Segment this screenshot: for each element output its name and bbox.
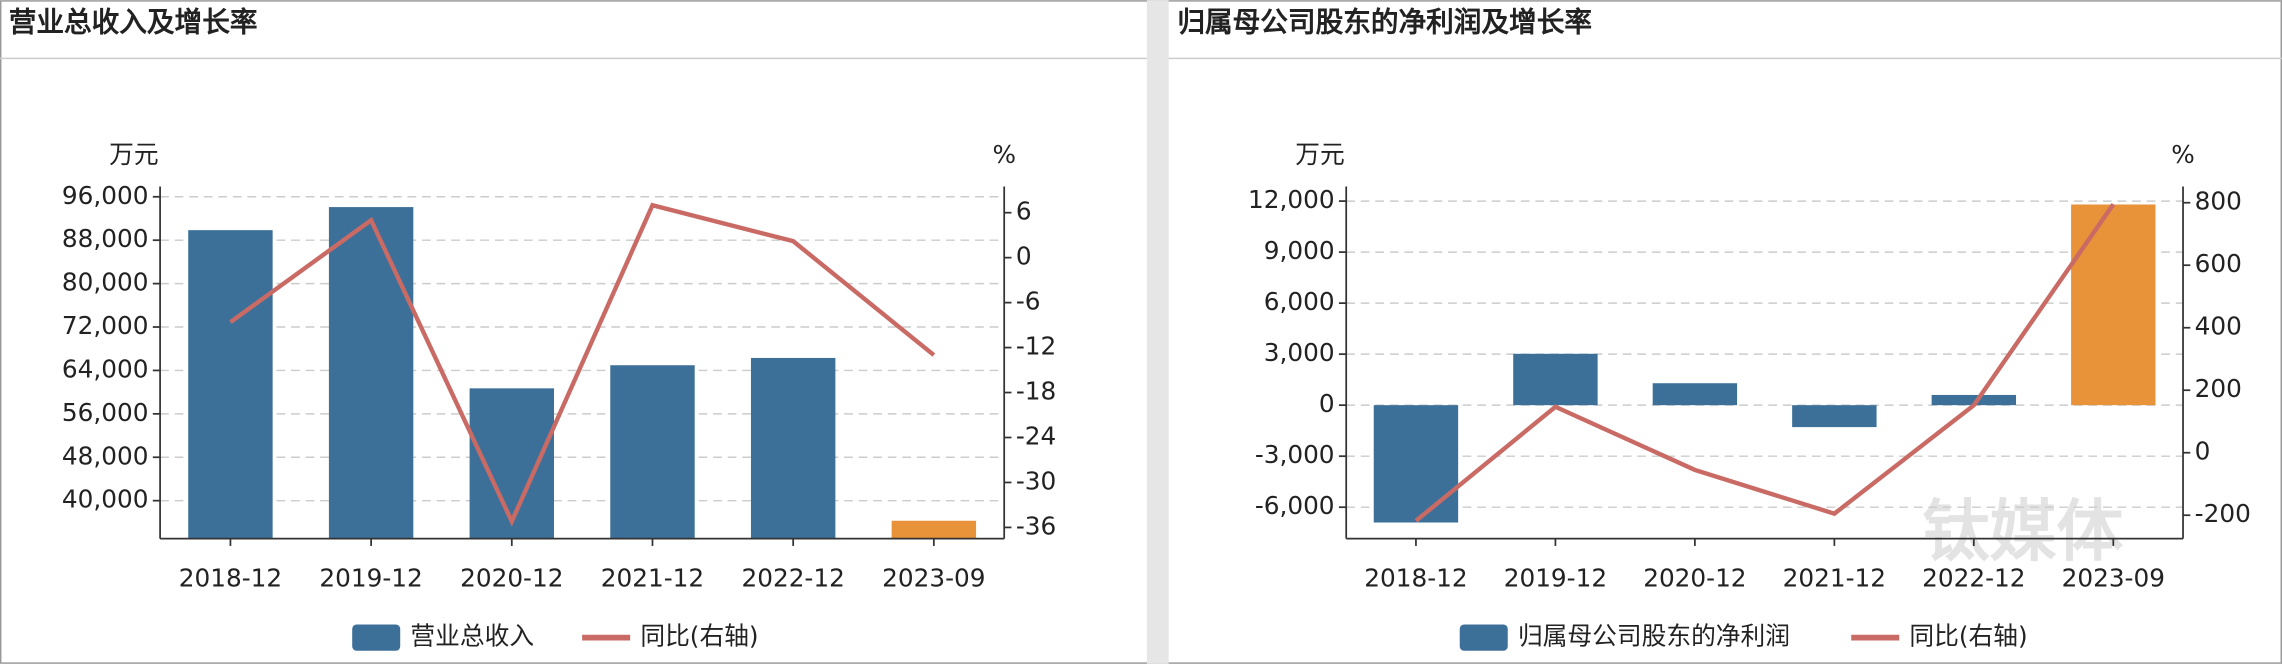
x-tick-label: 2018-12: [1364, 563, 1467, 592]
chart-title: 营业总收入及增长率: [9, 5, 258, 38]
y-tick-label: 56,000: [62, 398, 149, 427]
y-tick-label: 40,000: [62, 485, 149, 514]
x-tick-label: 2019-12: [1504, 563, 1607, 592]
y-tick-label: 6,000: [1264, 287, 1335, 316]
y-tick-label: 72,000: [62, 311, 149, 340]
y-tick-label: -3,000: [1255, 440, 1335, 469]
y-tick-label: 48,000: [62, 441, 149, 470]
x-tick-label: 2022-12: [741, 563, 844, 592]
y2-tick-label: -200: [2195, 499, 2251, 528]
bar: [1513, 353, 1598, 406]
y2-tick-label: -6: [1016, 287, 1041, 316]
legend-label: 同比(右轴): [1909, 622, 2027, 651]
y-tick-label: 3,000: [1264, 338, 1335, 367]
x-tick-label: 2020-12: [1643, 563, 1746, 592]
chart-title: 归属母公司股东的净利润及增长率: [1177, 5, 1592, 38]
legend-label: 归属母公司股东的净利润: [1518, 622, 1790, 651]
y2-tick-label: 0: [2195, 437, 2211, 466]
x-tick-label: 2022-12: [1922, 563, 2025, 592]
x-tick-label: 2021-12: [601, 563, 704, 592]
x-tick-label: 2020-12: [460, 563, 563, 592]
y2-tick-label: -24: [1016, 421, 1056, 450]
y2-unit: %: [992, 140, 1016, 169]
legend-swatch: [352, 624, 401, 651]
x-tick-label: 2018-12: [179, 563, 282, 592]
legend-swatch: [1459, 624, 1508, 651]
y-tick-label: 80,000: [62, 268, 149, 297]
bar: [1931, 394, 2017, 406]
x-tick-label: 2021-12: [1783, 563, 1886, 592]
bar: [750, 357, 836, 539]
legend-label: 同比(右轴): [640, 622, 758, 651]
y2-tick-label: 6: [1016, 197, 1032, 226]
line-series: [1414, 203, 2116, 523]
bar: [188, 230, 273, 539]
y2-tick-label: 800: [2195, 187, 2242, 216]
watermark: 钛媒体: [1923, 492, 2124, 570]
y2-tick-label: -12: [1016, 332, 1056, 361]
y2-tick-label: 400: [2195, 312, 2242, 341]
bar: [328, 207, 414, 539]
y-tick-label: 9,000: [1264, 236, 1335, 265]
line-series: [229, 202, 936, 527]
y2-tick-label: 600: [2195, 249, 2242, 278]
legend-label: 营业总收入: [410, 622, 534, 651]
x-tick-label: 2023-09: [2062, 563, 2165, 592]
y2-tick-label: -30: [1016, 466, 1056, 495]
bar: [891, 520, 977, 539]
y2-tick-label: -18: [1016, 377, 1056, 406]
y-tick-label: 88,000: [62, 224, 149, 253]
x-tick-label: 2019-12: [319, 563, 422, 592]
y-unit: 万元: [109, 140, 158, 169]
y2-tick-label: 0: [1016, 242, 1032, 271]
bar: [2071, 204, 2156, 406]
y2-tick-label: 200: [2195, 374, 2242, 403]
y-tick-label: 96,000: [62, 181, 149, 210]
bar: [1373, 405, 1459, 523]
y-tick-label: -6,000: [1255, 491, 1335, 520]
bar: [610, 365, 695, 539]
separator: [1146, 0, 1169, 664]
y2-tick-label: -36: [1016, 511, 1056, 540]
y-unit: 万元: [1295, 140, 1344, 169]
y-tick-label: 12,000: [1248, 185, 1335, 214]
bar: [1792, 405, 1877, 428]
y2-unit: %: [2171, 140, 2195, 169]
x-tick-label: 2023-09: [882, 563, 985, 592]
y-tick-label: 0: [1319, 389, 1335, 418]
y-tick-label: 64,000: [62, 354, 149, 383]
bar: [1652, 383, 1738, 406]
